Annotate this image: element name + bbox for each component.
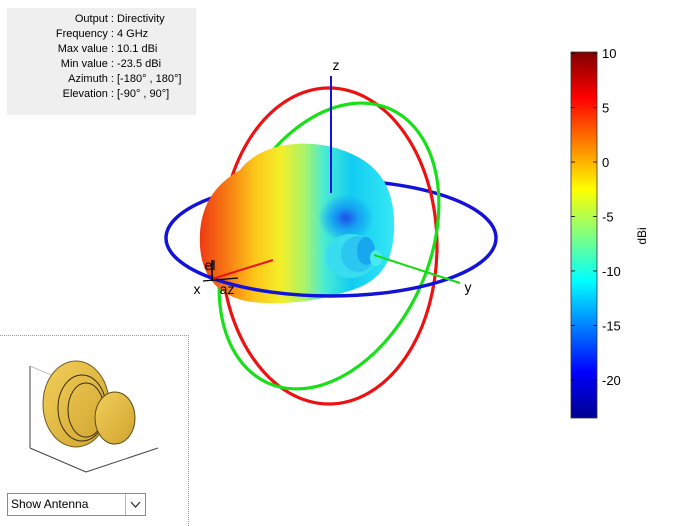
info-row-frequency: Frequency : 4 GHz — [7, 27, 196, 41]
chevron-down-icon — [125, 494, 145, 515]
info-value: [-90° , 90°] — [117, 88, 170, 100]
colorbar-tick-label: -20 — [602, 373, 621, 388]
info-key: Output : — [74, 13, 114, 25]
x-axis-label: x — [194, 281, 201, 297]
y-axis-label: y — [465, 279, 472, 295]
x-axis-line — [211, 259, 274, 280]
info-value: Directivity — [117, 13, 165, 25]
colorbar-ticks: 10 5 0 -5 -10 -15 -20 — [571, 46, 621, 388]
pattern-info-panel: Output : Directivity Frequency : 4 GHz M… — [7, 8, 196, 115]
info-row-azimuth: Azimuth : [-180° , 180°] — [7, 72, 196, 86]
info-value: 10.1 dBi — [117, 43, 158, 55]
info-key: Min value : — [60, 58, 114, 70]
azimuth-label: az — [220, 281, 235, 297]
antenna-box-edge — [29, 447, 87, 473]
directivity-pattern-surface — [199, 143, 395, 304]
show-antenna-dropdown[interactable]: Show Antenna — [7, 493, 146, 516]
colorbar — [570, 51, 598, 419]
info-value: 4 GHz — [117, 28, 149, 40]
colorbar-tick-label: -10 — [602, 264, 621, 279]
dropdown-selected-value: Show Antenna — [11, 497, 89, 511]
info-key: Azimuth : — [68, 73, 114, 85]
info-key: Elevation : — [62, 88, 114, 100]
antenna-preview[interactable] — [29, 360, 159, 473]
antenna-feed-cylinder — [94, 391, 136, 445]
info-row-min-value: Min value : -23.5 dBi — [7, 57, 196, 71]
colorbar-tick-label: 10 — [602, 46, 616, 61]
info-key: Max value : — [57, 43, 114, 55]
antenna-box-edge — [85, 447, 159, 473]
y-axis-line — [373, 254, 461, 284]
azimuth-marker-line — [202, 277, 239, 282]
elevation-label: el — [205, 257, 216, 273]
antenna-preview-frame — [0, 335, 189, 526]
info-key: Frequency : — [55, 28, 114, 40]
colorbar-tick-label: -15 — [602, 318, 621, 333]
z-axis-label: z — [333, 57, 340, 73]
colorbar-tick-label: 0 — [602, 155, 609, 170]
info-row-output: Output : Directivity — [7, 12, 196, 26]
colorbar-tick-label: 5 — [602, 101, 609, 116]
azimuth-circle-front — [164, 237, 498, 298]
colorbar-unit-label: dBi — [635, 227, 649, 244]
info-value: -23.5 dBi — [117, 58, 162, 70]
colorbar-tick-label: -5 — [602, 209, 614, 224]
info-row-max-value: Max value : 10.1 dBi — [7, 42, 196, 56]
info-row-elevation: Elevation : [-90° , 90°] — [7, 87, 196, 101]
info-value: [-180° , 180°] — [117, 73, 182, 85]
